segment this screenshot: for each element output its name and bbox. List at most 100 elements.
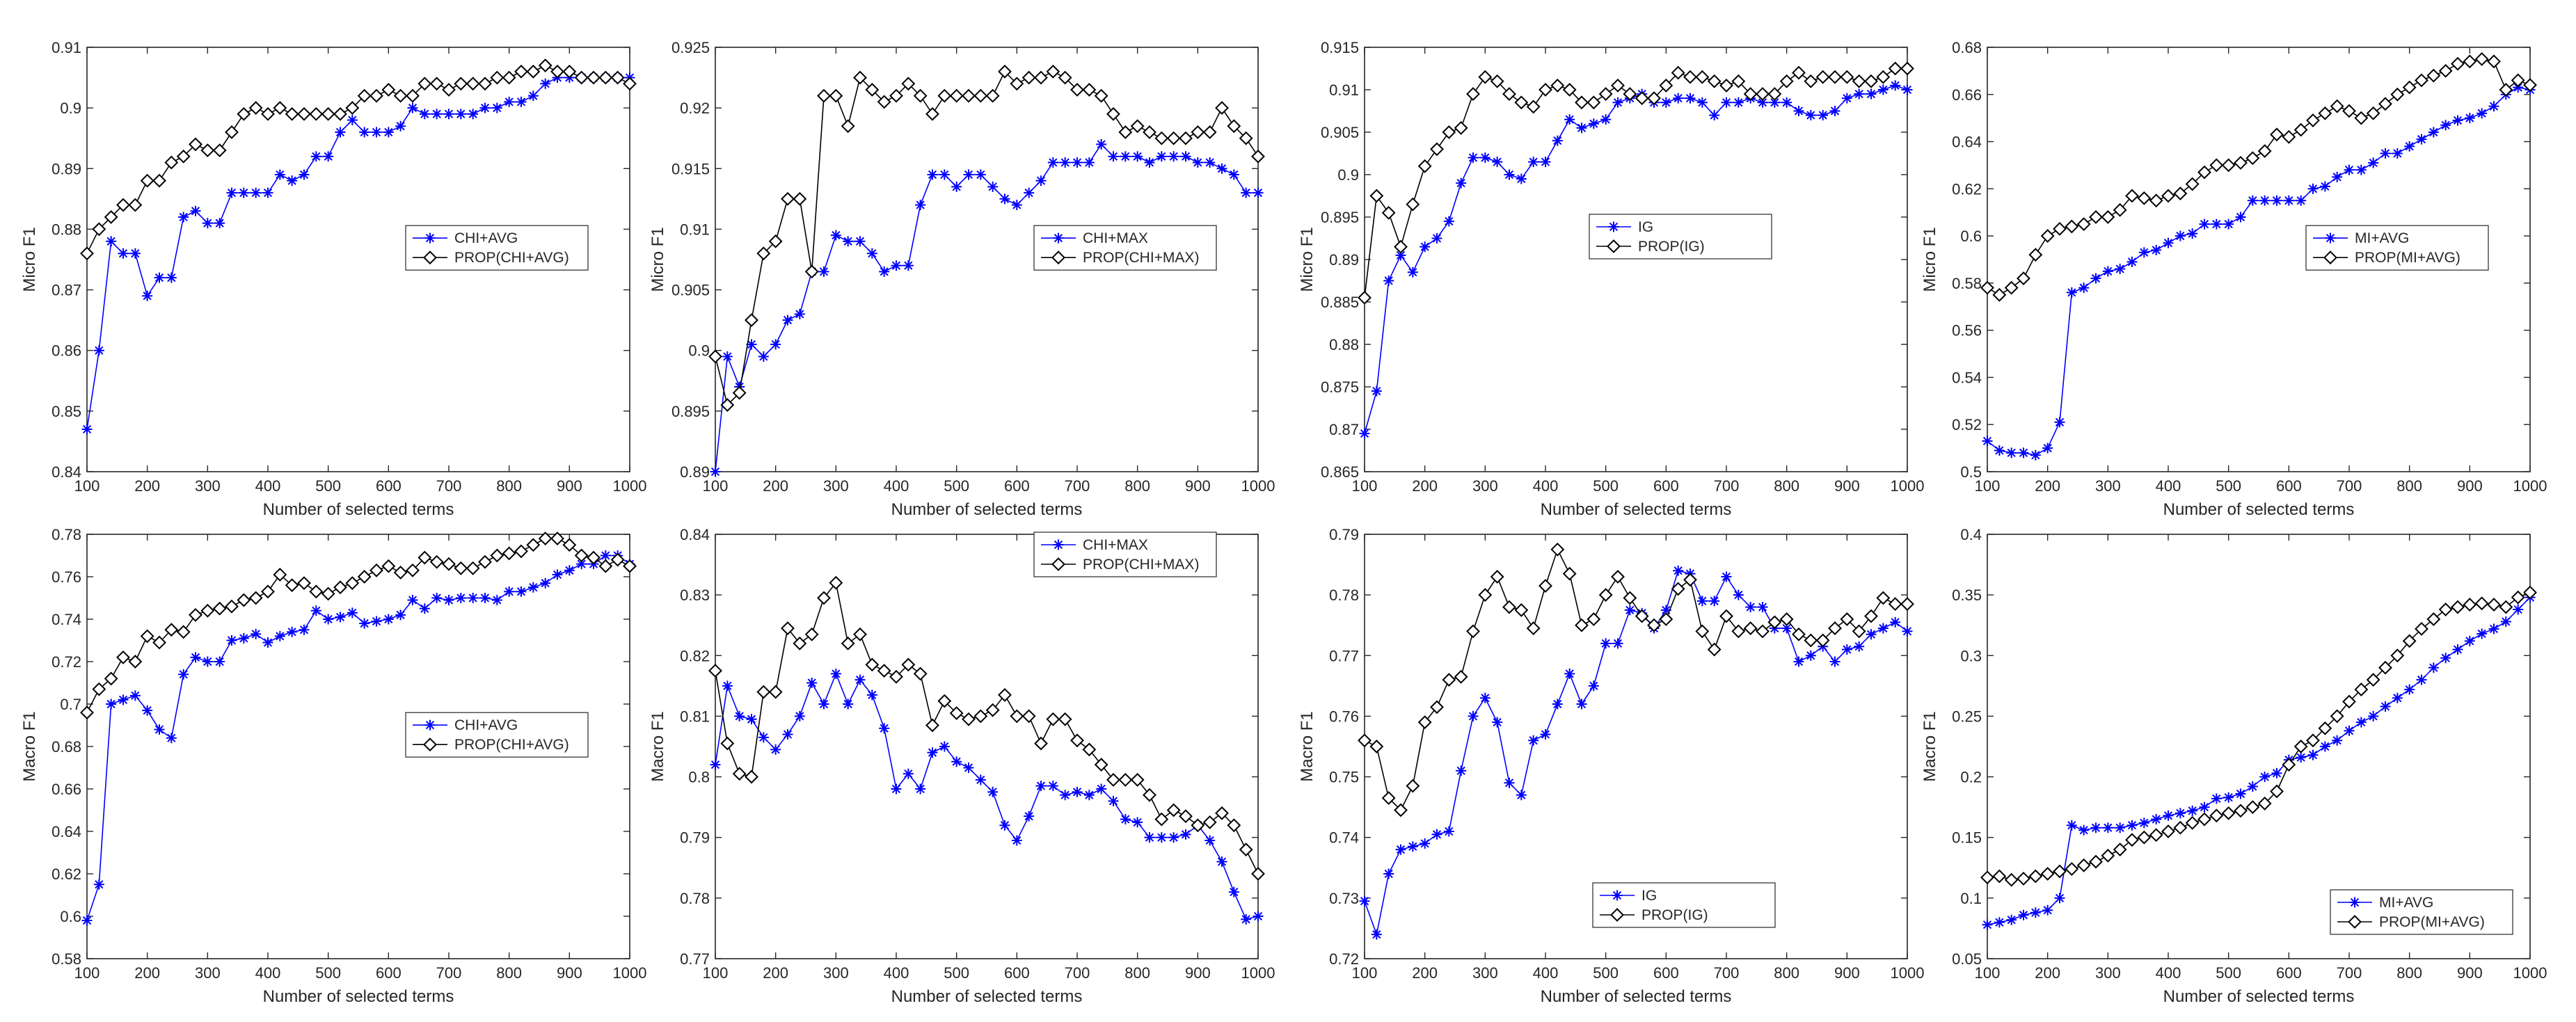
data-point — [1624, 605, 1635, 616]
data-point — [2209, 158, 2224, 173]
data-point — [309, 584, 324, 599]
data-point — [419, 109, 430, 120]
data-point — [1731, 74, 1746, 88]
x-tick-label: 100 — [703, 477, 729, 495]
data-point — [1118, 125, 1133, 139]
x-tick-label: 400 — [2156, 964, 2181, 982]
data-point — [973, 88, 988, 103]
data-point — [963, 169, 974, 180]
data-point — [262, 637, 273, 648]
data-point — [843, 236, 854, 247]
x-tick-label: 400 — [255, 964, 281, 982]
data-point — [2090, 273, 2101, 284]
data-point — [381, 559, 396, 573]
data-point — [2030, 449, 2041, 461]
data-point — [142, 705, 153, 716]
y-tick-label: 0.87 — [51, 282, 81, 299]
y-tick-label: 0.6 — [1960, 227, 1982, 245]
legend-label: CHI+AVG — [454, 230, 518, 246]
data-point — [987, 786, 999, 797]
legend: CHI+MAX PROP(CHI+MAX) — [1033, 225, 1217, 271]
data-point — [998, 688, 1012, 702]
x-tick-label: 400 — [1533, 477, 1559, 495]
data-point — [1430, 700, 1444, 714]
y-tick-label: 0.77 — [1329, 647, 1359, 664]
series-PROP(CHI+MAX) — [708, 64, 1265, 413]
data-point — [1047, 157, 1058, 168]
data-point — [951, 181, 962, 192]
data-point — [504, 96, 515, 107]
data-point — [901, 657, 916, 672]
data-point — [166, 733, 177, 744]
data-point — [2245, 800, 2260, 815]
data-point — [1204, 157, 1216, 168]
data-point — [818, 266, 829, 277]
x-tick-label: 600 — [1653, 477, 1679, 495]
data-point — [1072, 157, 1083, 168]
data-point — [2257, 796, 2272, 811]
data-point — [129, 248, 141, 259]
data-point — [237, 106, 251, 121]
series-PROP(MI+AVG) — [1980, 52, 2537, 302]
data-point — [154, 272, 165, 283]
y-tick-label: 0.88 — [51, 221, 81, 238]
data-point — [81, 424, 93, 435]
data-point — [2125, 833, 2139, 847]
y-tick-label: 0.87 — [1329, 421, 1359, 438]
data-point — [829, 88, 843, 103]
data-point — [1635, 609, 1649, 623]
data-point — [2235, 211, 2246, 223]
data-point — [781, 191, 795, 206]
data-point — [490, 548, 504, 563]
data-point — [1539, 83, 1552, 97]
legend-label: PROP(IG) — [1638, 239, 1705, 255]
data-point — [2296, 195, 2307, 206]
x-tick-label: 500 — [944, 964, 969, 982]
data-point — [106, 236, 117, 247]
data-point — [1623, 87, 1637, 102]
data-point — [1587, 612, 1601, 626]
x-tick-label: 100 — [1975, 477, 2001, 495]
data-point — [190, 652, 201, 663]
y-axis-title: Macro F1 — [20, 711, 39, 781]
data-point — [720, 398, 735, 413]
x-tick-label: 400 — [884, 477, 909, 495]
y-tick-label: 0.79 — [1329, 526, 1359, 543]
data-point — [2271, 767, 2282, 779]
data-point — [1454, 120, 1468, 135]
y-tick-label: 0.25 — [1952, 708, 1982, 725]
data-point — [1539, 579, 1552, 593]
data-point — [2102, 822, 2113, 833]
data-point — [140, 173, 154, 188]
data-point — [1083, 790, 1095, 801]
data-point — [2234, 804, 2248, 818]
data-point — [335, 127, 346, 138]
x-tick-label: 200 — [1412, 477, 1438, 495]
y-tick-label: 0.3 — [1960, 647, 1982, 664]
data-point — [345, 101, 360, 115]
x-tick-label: 800 — [1774, 964, 1799, 982]
data-point — [1793, 106, 1804, 116]
data-point — [2211, 218, 2222, 230]
legend-label: MI+AVG — [2355, 230, 2409, 246]
data-point — [1980, 280, 1994, 295]
data-point — [1877, 84, 1889, 95]
data-point — [1550, 542, 1565, 557]
x-tick-label: 300 — [1472, 477, 1498, 495]
legend: MI+AVG PROP(MI+AVG) — [2330, 889, 2513, 935]
data-point — [1492, 157, 1503, 168]
data-point — [1215, 806, 1229, 820]
data-point — [418, 77, 432, 91]
data-point — [2138, 247, 2149, 258]
data-point — [357, 88, 372, 103]
legend-marker — [423, 250, 437, 265]
series-line — [1987, 86, 2531, 456]
y-tick-label: 0.915 — [1321, 39, 1359, 56]
legend-marker — [1051, 557, 1065, 571]
data-point — [598, 70, 613, 85]
data-point — [1251, 867, 1265, 881]
data-point — [951, 756, 962, 767]
data-point — [770, 744, 781, 755]
y-tick-label: 0.895 — [671, 403, 710, 420]
y-tick-label: 0.8 — [688, 769, 710, 786]
